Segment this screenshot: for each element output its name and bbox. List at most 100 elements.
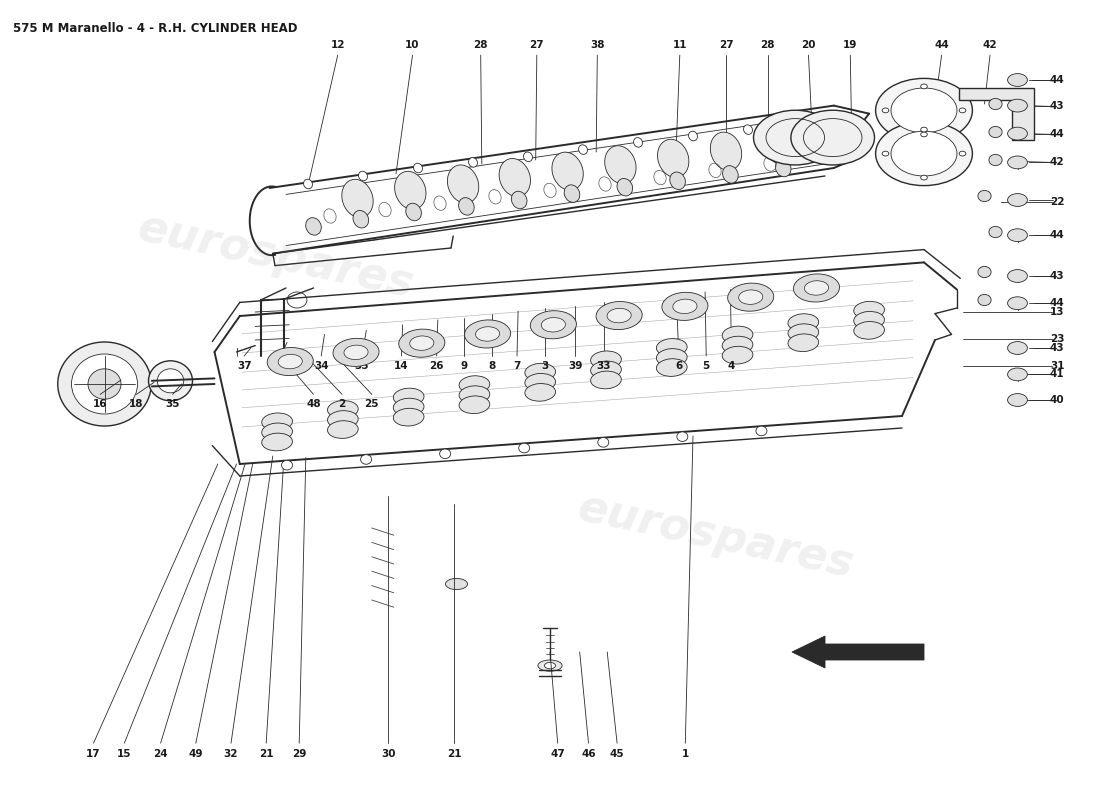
Text: 10: 10 xyxy=(405,40,420,50)
Text: 44: 44 xyxy=(934,40,949,50)
Text: 37: 37 xyxy=(236,361,252,370)
Ellipse shape xyxy=(394,388,424,406)
Text: 1: 1 xyxy=(682,749,689,758)
Text: 22: 22 xyxy=(1049,197,1065,206)
Ellipse shape xyxy=(446,578,468,590)
Ellipse shape xyxy=(658,139,689,178)
Ellipse shape xyxy=(723,336,752,354)
Text: 5: 5 xyxy=(703,361,710,370)
Ellipse shape xyxy=(989,126,1002,138)
Ellipse shape xyxy=(525,383,556,402)
Text: 15: 15 xyxy=(117,749,132,758)
Ellipse shape xyxy=(788,334,818,352)
Text: 16: 16 xyxy=(92,399,108,409)
Text: 19: 19 xyxy=(843,40,858,50)
Ellipse shape xyxy=(634,138,642,147)
Ellipse shape xyxy=(989,226,1002,238)
Ellipse shape xyxy=(591,351,622,369)
Ellipse shape xyxy=(1008,342,1027,354)
Ellipse shape xyxy=(399,329,444,358)
Ellipse shape xyxy=(978,190,991,202)
Ellipse shape xyxy=(744,125,752,134)
Ellipse shape xyxy=(723,346,752,364)
Text: 21: 21 xyxy=(447,749,462,758)
Polygon shape xyxy=(792,636,924,668)
Ellipse shape xyxy=(440,449,451,458)
Ellipse shape xyxy=(882,108,889,113)
Text: 3: 3 xyxy=(541,361,548,370)
Ellipse shape xyxy=(788,324,818,342)
Text: 35: 35 xyxy=(354,361,370,370)
Text: 44: 44 xyxy=(1049,130,1065,139)
Ellipse shape xyxy=(361,454,372,464)
Text: 41: 41 xyxy=(1049,370,1065,379)
Ellipse shape xyxy=(921,127,927,132)
Ellipse shape xyxy=(689,131,697,141)
Ellipse shape xyxy=(657,358,688,377)
Ellipse shape xyxy=(876,78,972,142)
Ellipse shape xyxy=(788,314,818,331)
Ellipse shape xyxy=(579,145,587,154)
Ellipse shape xyxy=(394,408,424,426)
Text: 42: 42 xyxy=(982,40,998,50)
Text: 18: 18 xyxy=(129,399,144,409)
Ellipse shape xyxy=(512,191,527,209)
Ellipse shape xyxy=(978,294,991,306)
Ellipse shape xyxy=(959,108,966,113)
Ellipse shape xyxy=(876,122,972,186)
Text: 26: 26 xyxy=(429,361,444,370)
Text: 49: 49 xyxy=(188,749,204,758)
Text: 13: 13 xyxy=(1049,307,1065,317)
Ellipse shape xyxy=(657,338,688,356)
Ellipse shape xyxy=(670,172,685,190)
Ellipse shape xyxy=(414,163,422,173)
Ellipse shape xyxy=(723,326,752,344)
Text: 575 M Maranello - 4 - R.H. CYLINDER HEAD: 575 M Maranello - 4 - R.H. CYLINDER HEAD xyxy=(13,22,298,35)
Ellipse shape xyxy=(756,426,767,436)
Ellipse shape xyxy=(605,146,636,184)
Ellipse shape xyxy=(409,336,433,350)
Text: 11: 11 xyxy=(672,40,688,50)
Ellipse shape xyxy=(359,171,367,181)
Text: 27: 27 xyxy=(718,40,734,50)
Ellipse shape xyxy=(754,110,837,165)
Ellipse shape xyxy=(524,152,532,162)
Text: 17: 17 xyxy=(86,749,101,758)
Ellipse shape xyxy=(459,386,490,403)
Text: 23: 23 xyxy=(1049,334,1065,344)
Text: 31: 31 xyxy=(1049,362,1065,371)
Ellipse shape xyxy=(278,354,303,369)
Ellipse shape xyxy=(328,421,359,438)
Ellipse shape xyxy=(262,423,293,441)
Text: 28: 28 xyxy=(760,40,775,50)
Ellipse shape xyxy=(728,283,773,311)
Ellipse shape xyxy=(519,443,530,453)
Ellipse shape xyxy=(978,266,991,278)
Text: 25: 25 xyxy=(364,399,380,409)
Ellipse shape xyxy=(738,290,762,304)
Text: 20: 20 xyxy=(801,40,816,50)
Text: 43: 43 xyxy=(1049,271,1065,281)
Ellipse shape xyxy=(1008,156,1027,169)
Text: 44: 44 xyxy=(1049,230,1065,240)
Text: 45: 45 xyxy=(609,749,625,758)
Ellipse shape xyxy=(157,369,184,393)
Ellipse shape xyxy=(921,84,927,89)
Ellipse shape xyxy=(617,178,632,196)
Text: 12: 12 xyxy=(330,40,345,50)
Ellipse shape xyxy=(464,320,510,348)
Ellipse shape xyxy=(328,401,359,418)
Text: 29: 29 xyxy=(292,749,307,758)
Text: 21: 21 xyxy=(258,749,274,758)
Ellipse shape xyxy=(394,398,424,416)
Text: 43: 43 xyxy=(1049,343,1065,353)
Text: 34: 34 xyxy=(314,361,329,370)
Ellipse shape xyxy=(723,166,738,183)
Ellipse shape xyxy=(469,158,477,167)
Text: 7: 7 xyxy=(514,361,520,370)
Ellipse shape xyxy=(344,345,369,359)
Ellipse shape xyxy=(657,349,688,366)
Text: 39: 39 xyxy=(568,361,583,370)
Ellipse shape xyxy=(262,413,293,430)
Ellipse shape xyxy=(1008,270,1027,282)
